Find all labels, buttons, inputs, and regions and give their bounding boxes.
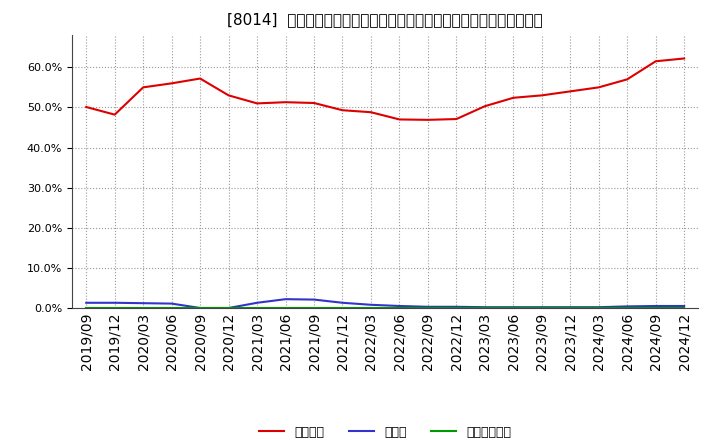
繰延税金資産 (310, 305, 318, 310)
自己資本 (680, 56, 688, 61)
自己資本 (595, 85, 603, 90)
のれん (310, 297, 318, 302)
のれん (395, 303, 404, 308)
自己資本 (423, 117, 432, 122)
のれん (595, 304, 603, 310)
繰延税金資産 (537, 305, 546, 310)
のれん (509, 304, 518, 310)
のれん (623, 304, 631, 309)
のれん (652, 303, 660, 308)
繰延税金資産 (595, 305, 603, 310)
自己資本 (82, 104, 91, 110)
Legend: 自己資本, のれん, 繰延税金資産: 自己資本, のれん, 繰延税金資産 (254, 421, 516, 440)
のれん (566, 304, 575, 310)
自己資本 (509, 95, 518, 100)
のれん (110, 300, 119, 305)
のれん (167, 301, 176, 306)
繰延税金資産 (566, 305, 575, 310)
Line: 自己資本: 自己資本 (86, 59, 684, 120)
繰延税金資産 (139, 305, 148, 310)
繰延税金資産 (366, 305, 375, 310)
自己資本 (652, 59, 660, 64)
繰延税金資産 (82, 305, 91, 310)
自己資本 (623, 77, 631, 82)
のれん (537, 304, 546, 310)
自己資本 (480, 103, 489, 109)
繰延税金資産 (167, 305, 176, 310)
自己資本 (225, 93, 233, 98)
のれん (423, 304, 432, 309)
繰延税金資産 (253, 305, 261, 310)
自己資本 (366, 110, 375, 115)
繰延税金資産 (225, 305, 233, 310)
自己資本 (282, 99, 290, 105)
繰延税金資産 (623, 305, 631, 310)
のれん (253, 300, 261, 305)
のれん (196, 305, 204, 311)
のれん (225, 305, 233, 311)
のれん (366, 302, 375, 308)
自己資本 (196, 76, 204, 81)
自己資本 (395, 117, 404, 122)
のれん (139, 301, 148, 306)
自己資本 (253, 101, 261, 106)
Line: のれん: のれん (86, 299, 684, 308)
自己資本 (452, 117, 461, 122)
繰延税金資産 (509, 305, 518, 310)
自己資本 (566, 89, 575, 94)
繰延税金資産 (282, 305, 290, 310)
自己資本 (139, 85, 148, 90)
のれん (82, 300, 91, 305)
繰延税金資産 (423, 305, 432, 310)
のれん (680, 303, 688, 308)
繰延税金資産 (452, 305, 461, 310)
自己資本 (167, 81, 176, 86)
自己資本 (310, 100, 318, 106)
自己資本 (537, 93, 546, 98)
自己資本 (110, 112, 119, 117)
繰延税金資産 (652, 305, 660, 310)
繰延税金資産 (680, 305, 688, 310)
繰延税金資産 (338, 305, 347, 310)
繰延税金資産 (196, 305, 204, 310)
のれん (338, 300, 347, 305)
のれん (282, 297, 290, 302)
自己資本 (338, 107, 347, 113)
繰延税金資産 (480, 305, 489, 310)
Title: [8014]  自己資本、のれん、繰延税金資産の総資産に対する比率の推移: [8014] 自己資本、のれん、繰延税金資産の総資産に対する比率の推移 (228, 12, 543, 27)
繰延税金資産 (395, 305, 404, 310)
繰延税金資産 (110, 305, 119, 310)
のれん (452, 304, 461, 309)
のれん (480, 304, 489, 310)
